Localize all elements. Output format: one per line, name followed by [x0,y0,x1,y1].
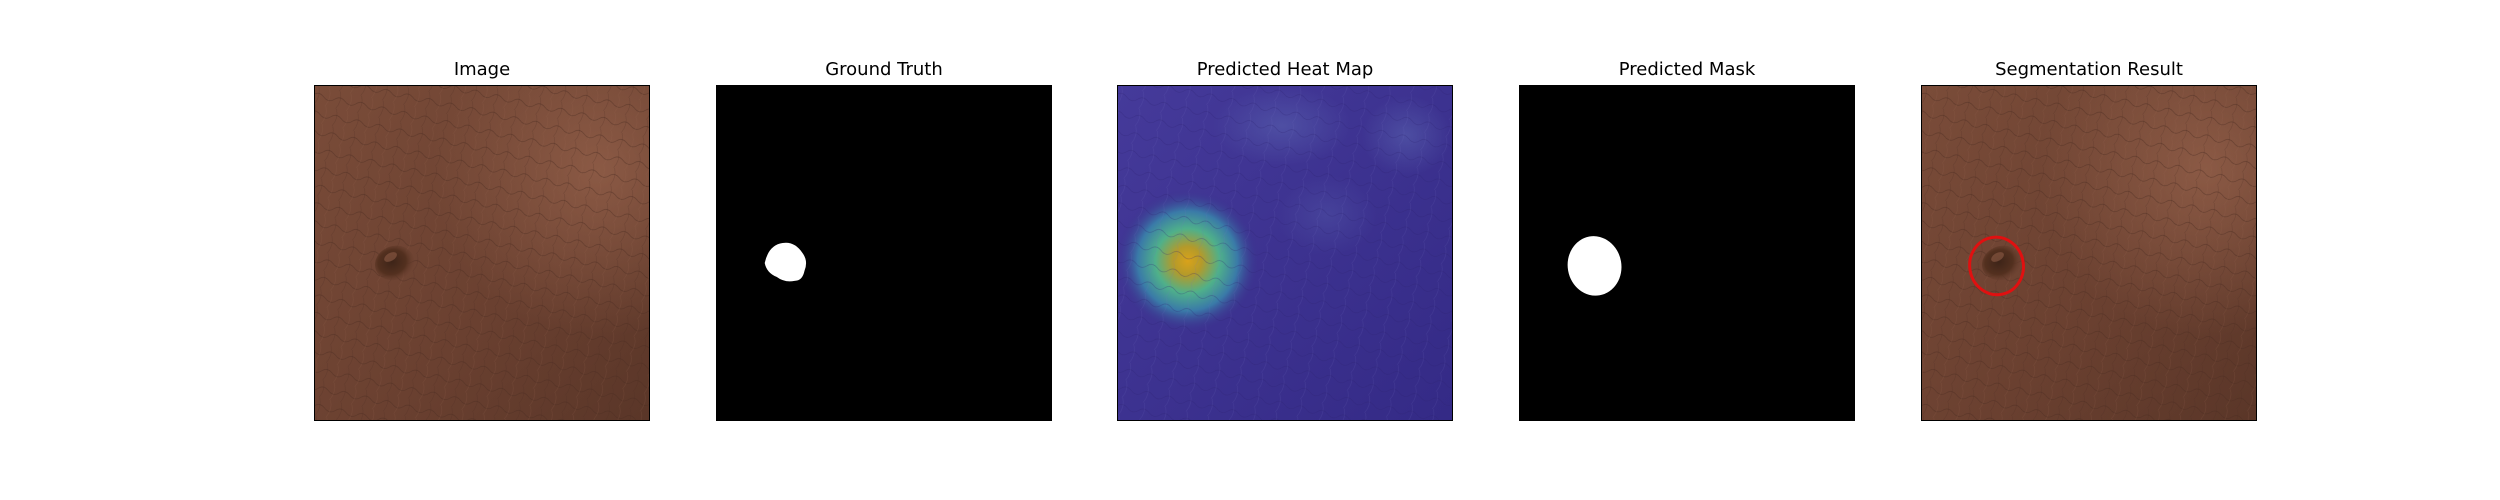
predicted-mask-panel [1519,85,1855,421]
leather-image [315,86,649,420]
panel-title-predicted-mask: Predicted Mask [1618,59,1756,80]
segmentation-contour [1968,235,2025,297]
panel-title-image: Image [453,59,511,80]
panel-title-ground-truth: Ground Truth [825,59,943,80]
segmentation-result-panel [1921,85,2257,421]
panel-title-segmentation-result: Segmentation Result [1995,59,2183,80]
heat-map [1118,86,1452,420]
ground-truth-mask [717,86,1051,420]
image-panel [314,85,650,421]
segmentation-result-image [1922,86,2256,420]
panel-title-heat-map: Predicted Heat Map [1196,59,1374,80]
heat-map-panel [1117,85,1453,421]
predicted-mask [1520,86,1854,420]
ground-truth-panel [716,85,1052,421]
